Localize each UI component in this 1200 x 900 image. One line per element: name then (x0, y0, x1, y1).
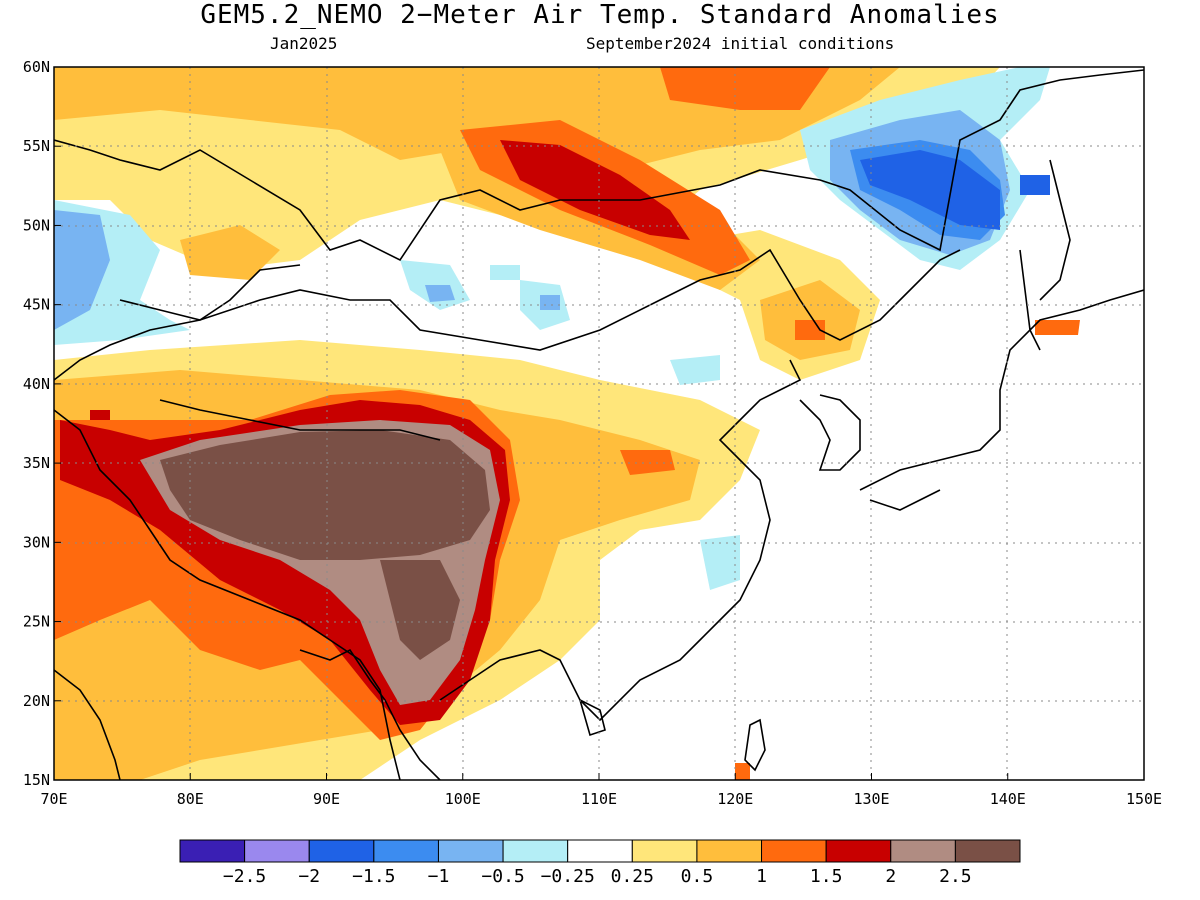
coastlines-and-borders (54, 69, 1144, 780)
colorbar-label: 1.5 (810, 866, 843, 887)
anomaly-fill-gt-2p5 (160, 430, 490, 660)
colorbar-swatch (308, 839, 375, 863)
lon-tick-label: 120E (717, 790, 753, 808)
colorbar-label: 2 (885, 866, 896, 887)
colorbar-swatch (567, 839, 633, 863)
colorbar-label: −2 (298, 866, 320, 887)
lat-tick-label: 55N (23, 137, 50, 155)
lon-tick-label: 80E (177, 790, 204, 808)
lon-tick-label: 100E (445, 790, 481, 808)
colorbar-label: −0.25 (541, 866, 595, 887)
lon-tick-label: 90E (313, 790, 340, 808)
figure-title: GEM5.2_NEMO 2−Meter Air Temp. Standard A… (200, 0, 1000, 30)
lat-tick-label: 40N (23, 375, 50, 393)
valid-month-label: Jan2025 (270, 34, 338, 53)
colorbar-label: −1.5 (352, 866, 395, 887)
colorbar-label: −1 (428, 866, 450, 887)
colorbar-swatch (244, 839, 310, 863)
lat-tick-label: 20N (23, 692, 50, 710)
lon-tick-label: 140E (990, 790, 1026, 808)
init-conditions-label: September2024 initial conditions (586, 34, 895, 53)
axis-tick-marks (53, 66, 1145, 781)
colorbar-swatch (696, 839, 763, 863)
colorbar-label: 1 (756, 866, 767, 887)
colorbar-label: 0.25 (611, 866, 654, 887)
longitude-tick-labels: 70E 80E 90E 100E 110E 120E 130E 140E 150E (40, 790, 1162, 808)
lon-tick-label: 150E (1126, 790, 1162, 808)
colorbar-label: −0.5 (481, 866, 524, 887)
lat-tick-label: 60N (23, 58, 50, 76)
lat-tick-label: 15N (23, 771, 50, 789)
colorbar-label: −2.5 (223, 866, 266, 887)
latitude-tick-labels: 60N 55N 50N 45N 40N 35N 30N 25N 20N 15N (23, 58, 50, 789)
colorbar-label: 0.5 (681, 866, 714, 887)
lat-tick-label: 35N (23, 454, 50, 472)
lon-tick-label: 70E (40, 790, 67, 808)
lon-tick-label: 110E (581, 790, 617, 808)
colorbar-swatch (890, 839, 956, 863)
lat-tick-label: 45N (23, 296, 50, 314)
colorbar-swatch (761, 839, 827, 863)
lat-tick-label: 30N (23, 533, 50, 551)
lat-tick-label: 50N (23, 216, 50, 234)
colorbar-swatch (179, 839, 246, 863)
colorbar-swatch (825, 839, 892, 863)
colorbar-swatch (631, 839, 698, 863)
colorbar-swatch (954, 839, 1021, 863)
colorbar (179, 839, 1021, 863)
lon-tick-label: 130E (853, 790, 889, 808)
anomaly-fill-neg-1p5 (860, 150, 1050, 230)
lat-tick-label: 25N (23, 613, 50, 631)
colorbar-swatch (373, 839, 439, 863)
colorbar-label: 2.5 (939, 866, 972, 887)
map-plot-area (54, 67, 1144, 780)
colorbar-swatch (502, 839, 569, 863)
colorbar-swatch (437, 839, 504, 863)
colorbar-labels: −2.5 −2 −1.5 −1 −0.5 −0.25 0.25 0.5 1 1.5 2 2.5 (223, 866, 972, 887)
